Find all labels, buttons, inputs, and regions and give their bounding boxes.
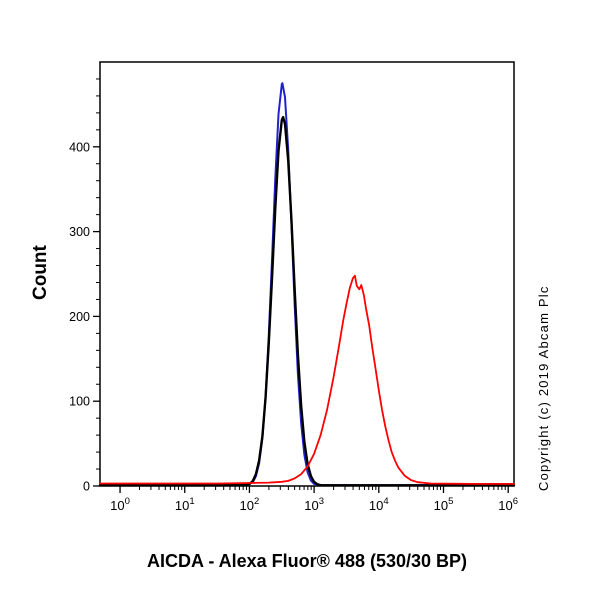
x-tick-label: 101 — [175, 496, 195, 513]
y-tick-label: 200 — [69, 310, 90, 324]
plot-frame — [99, 61, 515, 487]
x-tick-label: 102 — [240, 496, 260, 513]
x-tick-label: 103 — [304, 496, 324, 513]
copyright-label: Copyright (c) 2019 Abcam Plc — [536, 285, 551, 491]
y-axis-label: Count — [30, 245, 51, 300]
y-tick-label: 300 — [69, 225, 90, 239]
x-tick-label: 104 — [369, 496, 389, 513]
y-tick-label: 400 — [69, 140, 90, 154]
y-tick-label: 0 — [83, 480, 90, 494]
series-blue-curve — [99, 82, 515, 487]
chart-title: AICDA - Alexa Fluor® 488 (530/30 BP) — [146, 551, 468, 571]
x-tick-label: 100 — [110, 496, 130, 513]
series-black-curve — [98, 115, 516, 487]
x-tick-label: 105 — [434, 496, 454, 513]
x-tick-label: 106 — [498, 496, 518, 513]
series-red-curve — [99, 274, 515, 485]
y-tick-label: 100 — [69, 395, 90, 409]
